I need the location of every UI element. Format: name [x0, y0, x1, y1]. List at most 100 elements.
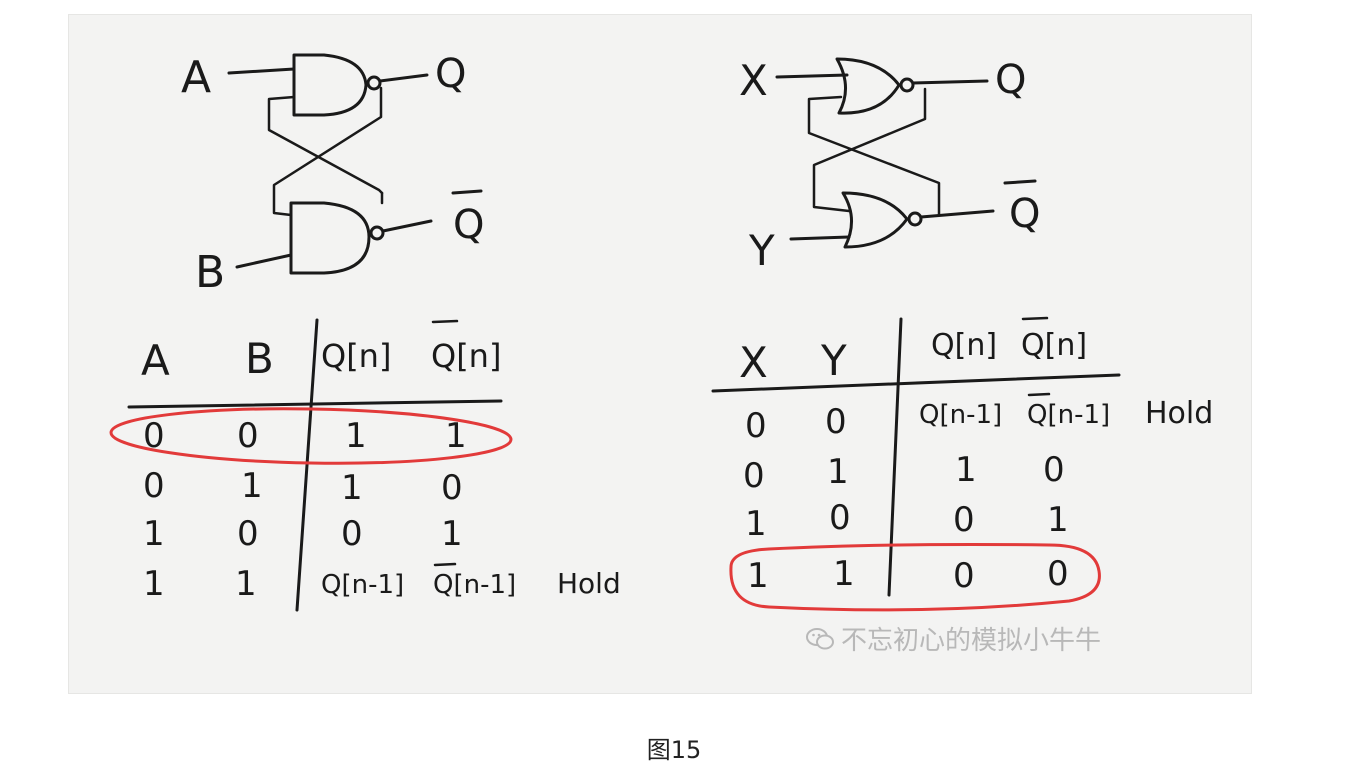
left-table-vertical-line: [295, 318, 319, 612]
right-table-vertical-line: [887, 317, 903, 597]
left-r0-c3: 1: [445, 416, 467, 456]
right-r1-c0: 0: [743, 456, 765, 496]
right-r3-c1: 1: [833, 554, 855, 594]
output-q-label-right: Q: [995, 57, 1026, 103]
right-r1-c2: 1: [955, 450, 977, 490]
left-r2-c2: 0: [341, 514, 363, 554]
left-r1-c2: 1: [341, 468, 363, 508]
right-header-y: Y: [820, 336, 847, 385]
right-header-qbar-overline: [1021, 316, 1049, 321]
left-r3-c0: 1: [143, 564, 165, 604]
nand-truth-table: A B Q[n] Q[n] 0 0 1 1 0 1 1 0 1 0 0 1 1 …: [109, 318, 621, 612]
left-table-row: 0 1 1 0: [143, 466, 463, 508]
figure-panel: A Q Q B A B Q[n] Q[n] 0 0 1 1: [68, 14, 1252, 694]
upper-nor-gate: [835, 57, 901, 115]
right-r0-c3: Q[n-1]: [1027, 400, 1110, 430]
output-q-label: Q: [435, 51, 466, 97]
left-header-qbarn: Q[n]: [431, 337, 501, 375]
upper-nor-bubble: [899, 77, 915, 93]
left-r2-c3: 1: [441, 514, 463, 554]
nor-latch: X Q Q Y: [739, 56, 1040, 275]
left-r0-c1: 0: [237, 416, 259, 456]
left-r3-c2: Q[n-1]: [321, 570, 404, 600]
right-header-qn: Q[n]: [931, 328, 997, 363]
right-hold-note: Hold: [1145, 396, 1213, 431]
input-y-wire: [789, 235, 851, 241]
nor-feedback-upper: [807, 95, 941, 217]
upper-output-wire: [378, 73, 429, 83]
input-b-wire: [235, 253, 293, 269]
latch-diagrams: A Q Q B A B Q[n] Q[n] 0 0 1 1: [109, 51, 1213, 612]
left-r0-c0: 0: [143, 416, 165, 456]
right-table-row: 0 1 1 0: [743, 450, 1065, 496]
lower-nor-bubble: [907, 211, 923, 227]
upper-nor-output-wire: [911, 79, 989, 85]
left-r1-c1: 1: [241, 466, 263, 506]
left-r3-c1: 1: [235, 564, 257, 604]
input-a-label: A: [181, 52, 211, 103]
left-hold-note: Hold: [557, 567, 621, 600]
right-r0-c2: Q[n-1]: [919, 400, 1002, 430]
left-table-row: 0 0 1 1: [143, 416, 467, 456]
right-r2-c0: 1: [745, 504, 767, 544]
left-highlight-ellipse: [109, 407, 513, 465]
output-qbar-overline: [451, 189, 483, 195]
left-table-row: 1 0 0 1: [143, 514, 463, 554]
input-x-wire: [775, 73, 849, 79]
output-qbar-overline-right: [1003, 179, 1037, 185]
figure-caption: 图15: [646, 736, 702, 764]
right-r3-c2: 0: [953, 556, 975, 596]
right-r0-c1: 0: [825, 402, 847, 442]
right-r3-c3: 0: [1047, 554, 1069, 594]
upper-nand-gate: [292, 53, 368, 117]
right-r3-c0: 1: [747, 556, 769, 596]
lower-nand-bubble: [369, 225, 385, 241]
right-r1-c1: 1: [827, 452, 849, 492]
left-r3-c3: Q[n-1]: [433, 570, 516, 600]
lower-nand-gate: [289, 201, 371, 275]
right-table-row: 1 0 0 1: [745, 498, 1069, 544]
nor-feedback-lower: [812, 87, 927, 213]
input-y-label: Y: [748, 226, 775, 275]
input-b-label: B: [195, 247, 225, 298]
right-highlight-ellipse: [729, 543, 1101, 612]
left-header-qn: Q[n]: [321, 337, 391, 375]
nor-truth-table: X Y Q[n] Q[n] 0 0 Q[n-1] Q[n-1] Hold 0 1…: [711, 316, 1213, 612]
lower-output-wire: [381, 219, 433, 233]
left-r0-c2: 1: [345, 416, 367, 456]
lower-nor-output-wire: [919, 209, 995, 219]
watermark-text: 不忘初心的模拟小牛牛: [841, 626, 1102, 656]
left-header-a: A: [141, 336, 170, 385]
wechat-icon: [806, 627, 834, 649]
feedback-wire-lower: [272, 86, 383, 217]
right-r0-qbar-overline: [1027, 392, 1051, 397]
left-header-qbar-overline: [431, 319, 459, 324]
upper-nand-bubble: [366, 75, 382, 91]
feedback-wire-upper: [267, 95, 384, 195]
right-r0-c0: 0: [745, 406, 767, 446]
watermark: 不忘初心的模拟小牛牛: [805, 620, 1101, 657]
left-r1-c3: 0: [441, 468, 463, 508]
lower-nor-gate: [841, 191, 909, 249]
left-r2-c1: 0: [237, 514, 259, 554]
left-r2-c0: 1: [143, 514, 165, 554]
right-r2-c1: 0: [829, 498, 851, 538]
right-header-x: X: [739, 338, 768, 387]
right-table-horizontal-line: [711, 373, 1121, 393]
input-a-wire: [227, 67, 296, 75]
right-table-row: 0 0 Q[n-1] Q[n-1] Hold: [745, 392, 1213, 446]
left-header-b: B: [245, 334, 274, 383]
output-qbar-label-right: Q: [1009, 191, 1040, 237]
left-table-horizontal-line: [127, 399, 503, 409]
left-r1-c0: 0: [143, 466, 165, 506]
left-table-row: 1 1 Q[n-1] Q[n-1] Hold: [143, 562, 621, 604]
right-r1-c3: 0: [1043, 450, 1065, 490]
left-r3-qbar-overline: [433, 562, 457, 567]
right-r2-c3: 1: [1047, 500, 1069, 540]
right-header-qbarn: Q[n]: [1021, 328, 1087, 363]
output-qbar-label: Q: [453, 202, 484, 248]
right-table-row: 1 1 0 0: [747, 554, 1069, 596]
right-r2-c2: 0: [953, 500, 975, 540]
input-x-label: X: [739, 56, 768, 105]
nand-latch: A Q Q B: [181, 51, 484, 298]
